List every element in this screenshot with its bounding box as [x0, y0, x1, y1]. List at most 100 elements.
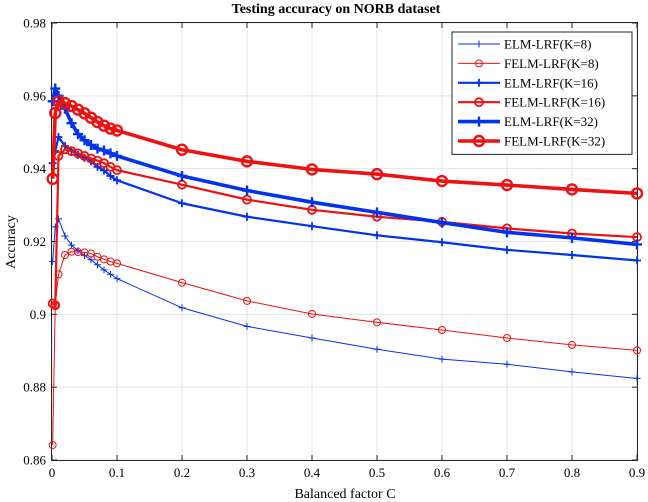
data-point — [99, 145, 109, 156]
data-point — [105, 148, 116, 159]
series-4 — [47, 144, 642, 311]
data-point — [60, 144, 70, 155]
data-point — [372, 207, 382, 218]
series-6 — [46, 95, 644, 200]
x-tick-label: 0 — [49, 465, 56, 480]
x-axis-label: Balanced factor C — [294, 487, 395, 502]
data-point — [568, 250, 576, 259]
data-point — [630, 187, 644, 200]
legend-marker — [475, 59, 483, 68]
data-point — [178, 278, 186, 287]
data-point — [373, 318, 381, 327]
legend-box — [451, 31, 633, 155]
data-point — [50, 300, 61, 311]
data-point — [48, 441, 57, 450]
data-point — [113, 275, 121, 283]
data-point — [568, 368, 576, 376]
legend-label: ELM-LRF(K=8) — [504, 37, 592, 52]
legend-item: FELM-LRF(K=32) — [458, 134, 605, 149]
y-tick-label: 0.98 — [23, 16, 46, 31]
data-point — [104, 122, 117, 135]
data-point — [66, 118, 77, 129]
legend-marker — [475, 78, 483, 87]
data-point — [633, 346, 641, 355]
data-point — [502, 227, 512, 238]
x-tick-label: 0.9 — [629, 465, 645, 480]
data-point — [632, 239, 642, 250]
data-point — [438, 355, 446, 363]
series-1 — [49, 215, 641, 382]
data-point — [437, 217, 447, 228]
data-point — [308, 222, 316, 231]
data-point — [68, 241, 75, 249]
data-point — [500, 178, 514, 192]
data-point — [50, 83, 61, 94]
data-point — [243, 322, 251, 330]
data-point — [633, 256, 641, 265]
legend: ELM-LRF(K=8) FELM-LRF(K=8) ELM-LRF(K=16) FE… — [451, 31, 633, 155]
legend-label: FELM-LRF(K=16) — [504, 95, 605, 110]
data-point — [177, 170, 187, 181]
data-point — [92, 143, 103, 154]
data-point — [305, 163, 319, 176]
data-point — [61, 232, 69, 240]
data-point — [52, 95, 65, 108]
chart-title: Testing accuracy on NORB dataset — [232, 2, 441, 17]
data-point — [242, 185, 252, 196]
y-tick-label: 0.92 — [23, 234, 46, 249]
data-point — [633, 374, 641, 382]
legend-item: FELM-LRF(K=8) — [458, 56, 599, 71]
y-tick-label: 0.86 — [23, 453, 46, 468]
data-point — [307, 197, 317, 208]
data-point — [79, 135, 90, 146]
data-point — [49, 106, 62, 120]
data-point — [107, 270, 114, 278]
data-point — [242, 194, 252, 205]
data-point — [370, 167, 384, 181]
x-tick-label: 0.2 — [174, 465, 190, 480]
data-point — [373, 231, 381, 240]
data-point — [46, 172, 59, 186]
y-axis-label: Accuracy — [4, 215, 19, 269]
legend-marker — [474, 97, 484, 108]
data-point — [308, 309, 316, 318]
data-point — [113, 176, 121, 185]
data-point — [178, 199, 186, 208]
data-point — [94, 261, 101, 269]
legend-item: ELM-LRF(K=32) — [458, 114, 598, 129]
data-point — [240, 155, 254, 168]
legend-item: ELM-LRF(K=8) — [458, 37, 592, 52]
legend-label: FELM-LRF(K=8) — [504, 56, 599, 71]
data-point — [73, 129, 83, 140]
data-point — [503, 334, 511, 343]
data-point — [308, 334, 316, 342]
legend-label: ELM-LRF(K=32) — [504, 114, 598, 129]
x-tick-label: 0.6 — [434, 465, 451, 480]
series-2 — [48, 247, 641, 450]
axis-ticks: 0 0.1 0.2 0.3 0.4 0.5 0.6 0.7 0.8 0.9 0.86 0.88 0.9 0… — [23, 16, 645, 481]
x-tick-label: 0.1 — [109, 465, 125, 480]
data-point — [438, 238, 446, 247]
data-point — [110, 124, 124, 137]
series-line — [52, 251, 638, 446]
data-point — [61, 250, 69, 259]
data-point — [568, 340, 576, 349]
legend-marker — [474, 116, 484, 127]
legend-item: FELM-LRF(K=16) — [458, 95, 605, 110]
data-point — [438, 325, 446, 334]
data-point — [243, 296, 251, 305]
y-tick-label: 0.94 — [23, 161, 46, 176]
data-point — [373, 345, 381, 353]
data-point — [58, 96, 72, 110]
data-point — [106, 171, 115, 180]
data-point — [178, 304, 186, 312]
data-point — [97, 119, 111, 132]
legend-label: FELM-LRF(K=32) — [504, 134, 605, 149]
data-point — [435, 174, 449, 188]
y-tick-label: 0.88 — [23, 380, 46, 395]
legend-label: ELM-LRF(K=16) — [504, 75, 598, 90]
data-point — [100, 266, 108, 274]
data-point — [565, 183, 579, 196]
legend-marker — [472, 134, 486, 148]
